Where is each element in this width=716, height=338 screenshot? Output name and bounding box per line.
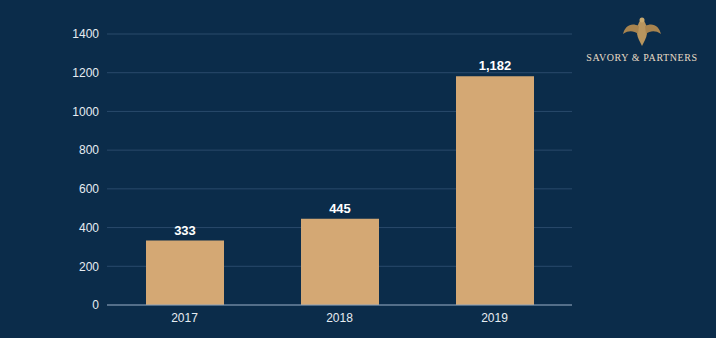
svg-text:445: 445 [329,201,351,216]
svg-text:1,182: 1,182 [479,58,512,73]
svg-text:200: 200 [79,260,99,274]
svg-text:333: 333 [174,223,196,238]
svg-text:1400: 1400 [72,27,99,41]
svg-text:2017: 2017 [171,311,198,325]
svg-text:1000: 1000 [72,105,99,119]
html-text:SAVORY & PARTNERS: SAVORY & PARTNERS [586,52,698,63]
svg-text:800: 800 [79,143,99,157]
svg-text:2018: 2018 [326,311,353,325]
svg-text:600: 600 [79,182,99,196]
svg-text:0: 0 [92,298,99,312]
svg-text:2019: 2019 [481,311,508,325]
svg-text:1200: 1200 [72,66,99,80]
svg-text:400: 400 [79,221,99,235]
